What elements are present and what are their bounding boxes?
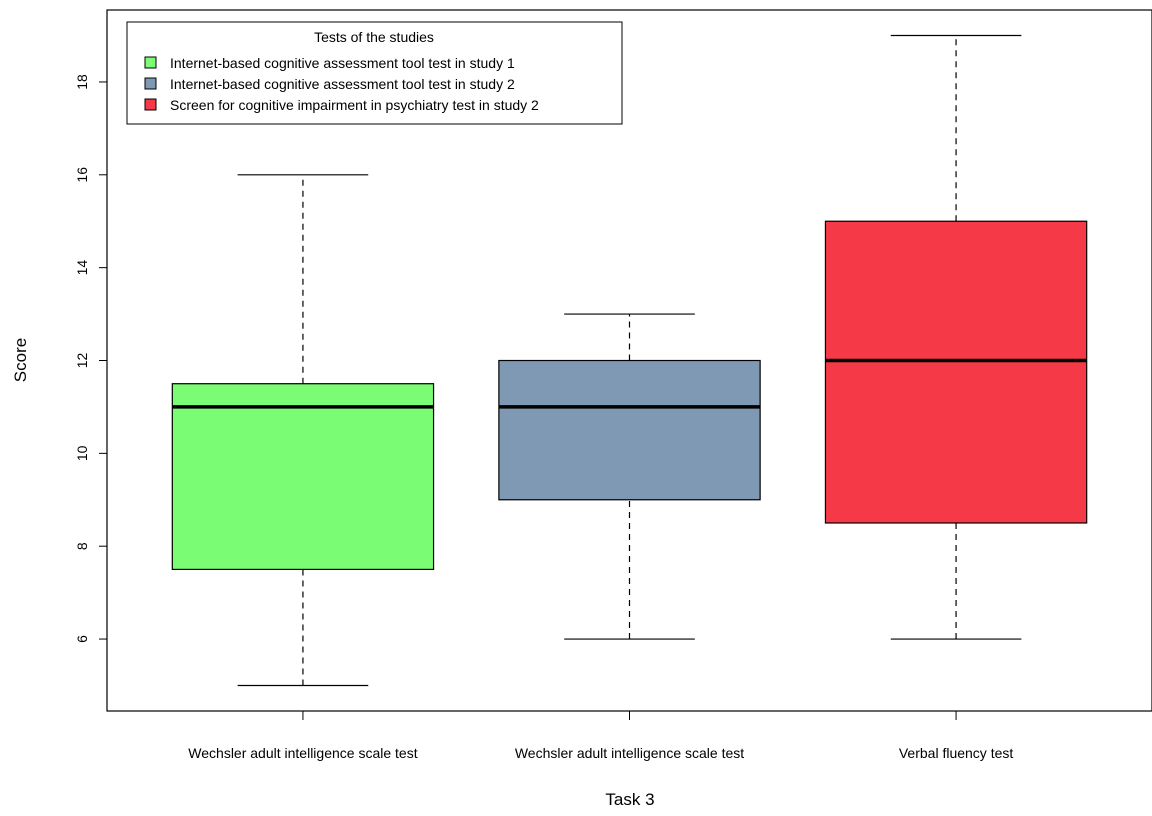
legend-entry-label: Screen for cognitive impairment in psych… bbox=[170, 97, 539, 113]
box-iqr bbox=[171, 383, 435, 571]
y-tick-label: 14 bbox=[74, 260, 90, 276]
box-group-2 bbox=[498, 313, 761, 640]
box-iqr bbox=[498, 359, 761, 501]
y-axis: 6 8 10 12 14 16 18 bbox=[74, 74, 108, 643]
legend-swatch bbox=[144, 77, 157, 90]
boxes-layer bbox=[171, 34, 1088, 687]
y-tick-label: 16 bbox=[74, 167, 90, 183]
legend-title: Tests of the studies bbox=[314, 29, 434, 45]
y-tick-label: 10 bbox=[74, 445, 90, 461]
y-tick-label: 18 bbox=[74, 74, 90, 90]
legend-swatch bbox=[144, 98, 157, 111]
legend-box bbox=[126, 21, 623, 125]
y-axis-title: Score bbox=[11, 338, 30, 382]
y-tick-label: 6 bbox=[74, 635, 90, 643]
x-tick-label: Verbal fluency test bbox=[899, 745, 1014, 761]
x-axis: Wechsler adult intelligence scale test We… bbox=[188, 710, 1014, 761]
x-axis-title: Task 3 bbox=[605, 790, 654, 809]
x-tick-label: Wechsler adult intelligence scale test bbox=[515, 745, 744, 761]
box-iqr bbox=[824, 220, 1088, 524]
box-group-3 bbox=[824, 34, 1088, 640]
y-tick-label: 8 bbox=[74, 542, 90, 550]
legend: Tests of the studies Internet-based cogn… bbox=[126, 21, 623, 125]
legend-entry-label: Internet-based cognitive assessment tool… bbox=[170, 76, 515, 92]
y-tick-label: 12 bbox=[74, 353, 90, 369]
box-group-1 bbox=[171, 174, 435, 687]
x-tick-label: Wechsler adult intelligence scale test bbox=[188, 745, 417, 761]
legend-swatch bbox=[144, 56, 157, 69]
legend-entry-label: Internet-based cognitive assessment tool… bbox=[170, 55, 515, 71]
